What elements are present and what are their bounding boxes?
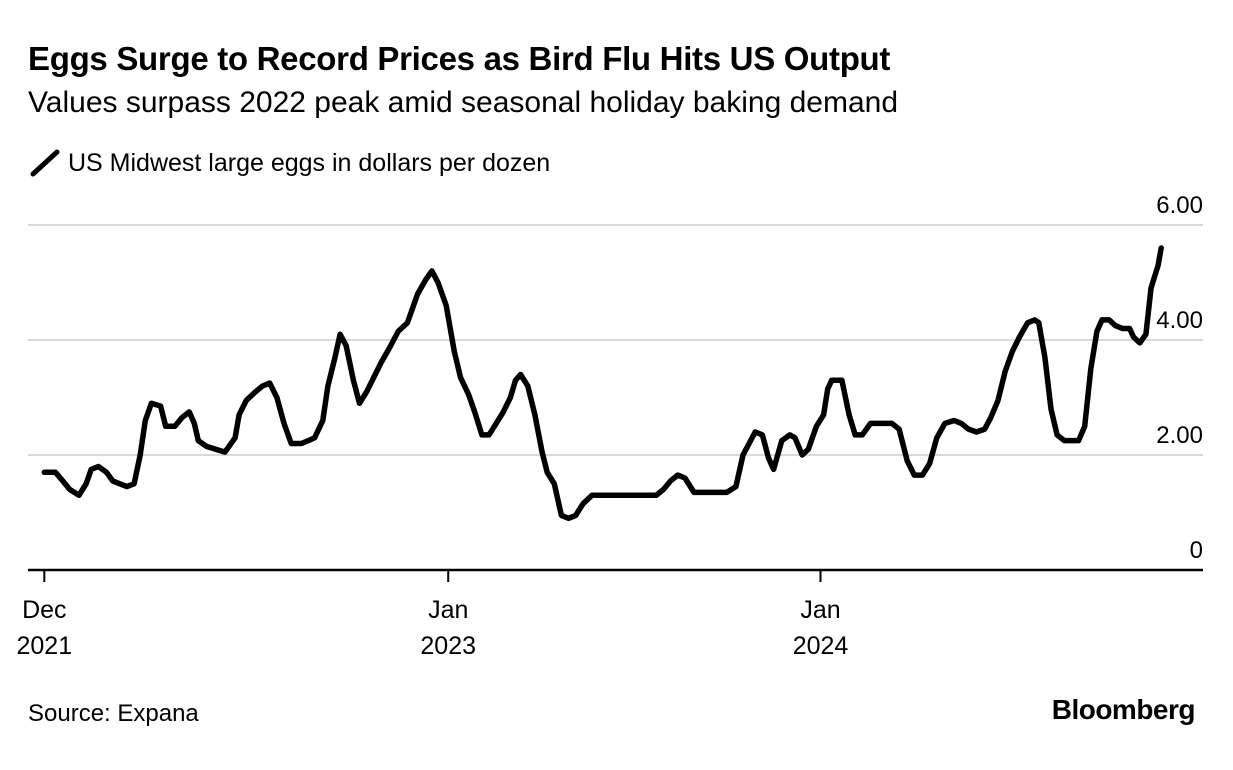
chart-subtitle: Values surpass 2022 peak amid seasonal h…: [28, 86, 899, 119]
gridlines: 0 2.00 4.00 6.00: [28, 192, 1203, 564]
y-tick-label: 0: [1190, 537, 1203, 564]
x-axis: Dec 2021 Jan 2023 Jan 2024: [17, 568, 1203, 660]
x-tick-label: 2023: [420, 632, 476, 660]
series-line-egg-price: [41, 245, 1164, 522]
legend: US Midwest large eggs in dollars per doz…: [28, 148, 550, 178]
bloomberg-logo: Bloomberg: [1051, 694, 1196, 725]
series: [41, 245, 1164, 522]
x-tick-label: Jan: [428, 596, 468, 624]
source-note: Source: Expana: [28, 700, 199, 727]
x-tick-label: 2021: [17, 632, 73, 660]
x-tick-label: Jan: [800, 596, 840, 624]
legend-label: US Midwest large eggs in dollars per doz…: [68, 148, 551, 177]
y-tick-label: 2.00: [1156, 422, 1203, 449]
x-tick-label: 2024: [793, 632, 849, 660]
y-tick-label: 4.00: [1156, 307, 1203, 334]
y-tick-label: 6.00: [1156, 192, 1203, 219]
x-tick-label: Dec: [22, 596, 66, 624]
chart-title: Eggs Surge to Record Prices as Bird Flu …: [28, 40, 891, 77]
legend-line-icon: [30, 149, 60, 177]
